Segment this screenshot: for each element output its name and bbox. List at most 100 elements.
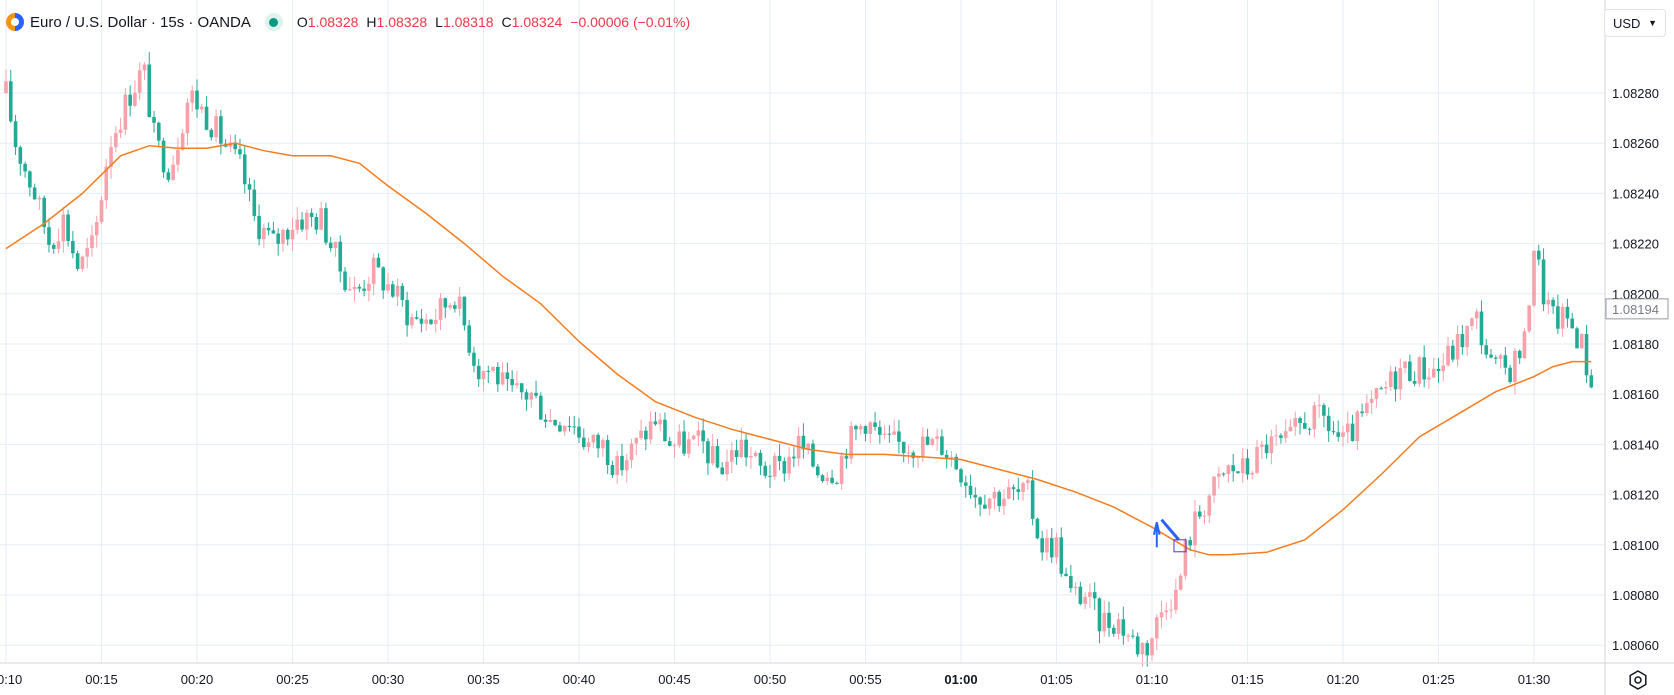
candle (1503, 347, 1508, 375)
candle (892, 419, 896, 436)
candle-body (1116, 619, 1121, 634)
candle-body (419, 318, 424, 324)
symbol-title[interactable]: Euro / U.S. Dollar · 15s · OANDA (30, 13, 251, 31)
candle (682, 420, 686, 457)
candle (333, 241, 338, 257)
candle-body (515, 383, 519, 386)
candle (510, 370, 514, 392)
candle (648, 411, 653, 444)
candle-body (1388, 371, 1393, 387)
candle-body (1183, 540, 1188, 576)
candle-body (1441, 365, 1446, 372)
candle (1336, 420, 1341, 442)
candle-body (1303, 423, 1307, 429)
settings-icon[interactable] (1626, 668, 1650, 692)
market-status-icon[interactable] (264, 13, 283, 31)
candle (1264, 434, 1269, 459)
candle-body (66, 214, 70, 241)
eurusd-symbol-icon[interactable] (6, 13, 24, 31)
candle-body (1379, 388, 1383, 390)
low-value: 1.08318 (442, 14, 494, 30)
candle (1455, 325, 1460, 367)
candle-body (667, 441, 672, 446)
candle-body (1551, 299, 1555, 307)
candle (983, 494, 987, 509)
candle-body (567, 425, 572, 427)
candle-body (815, 466, 820, 476)
candle-body (496, 367, 500, 385)
candle-body (362, 288, 366, 291)
candle (395, 278, 400, 306)
drawing-arrow-head (1152, 521, 1161, 535)
candle-body (1260, 444, 1264, 447)
candle (1088, 583, 1092, 608)
candle-body (1026, 480, 1030, 484)
candle (262, 223, 266, 248)
candle (1312, 401, 1317, 438)
candle (1016, 477, 1021, 500)
candle (1527, 304, 1532, 334)
candle (1002, 489, 1006, 516)
candle (467, 320, 471, 356)
candle (1460, 324, 1465, 355)
candle (734, 439, 739, 465)
candle (1121, 606, 1126, 645)
candle (1589, 369, 1594, 389)
currency-selector[interactable]: USD ▼ (1604, 9, 1666, 37)
candle (328, 236, 333, 252)
candle (873, 412, 877, 431)
candle-body (1212, 476, 1216, 496)
candle (1322, 403, 1326, 428)
candle (1575, 326, 1579, 349)
candle-body (648, 421, 653, 440)
candle (710, 433, 715, 466)
candle-body (381, 267, 386, 291)
candle (954, 453, 959, 471)
candle-body (858, 426, 863, 430)
y-tick-label: 1.08260 (1612, 136, 1659, 151)
candle-body (209, 129, 214, 138)
candle-body (1135, 636, 1140, 655)
candle-body (844, 455, 849, 459)
candle-body (238, 149, 242, 155)
candle-body (199, 106, 204, 110)
candle-body (1556, 306, 1560, 329)
candle (591, 434, 596, 449)
candle-body (830, 477, 834, 483)
candle-body (233, 142, 237, 150)
candle-body (1546, 299, 1551, 305)
candle (1202, 510, 1207, 525)
candle (1412, 371, 1417, 387)
candle (1388, 366, 1393, 391)
price-axis[interactable]: 1.08060 1.08080 1.08100 1.08120 1.08140 1.081… (1612, 86, 1659, 653)
candle-body (1236, 471, 1240, 474)
candle-body (586, 442, 591, 448)
candle (1030, 470, 1035, 526)
candle-body (658, 419, 662, 425)
candle-body (1345, 423, 1350, 433)
candle-body (324, 208, 328, 243)
drawing-marks[interactable] (1152, 518, 1187, 553)
candle-body (1589, 375, 1594, 388)
candle-body (1121, 619, 1126, 636)
candle-body (529, 392, 534, 400)
candle-body (577, 426, 581, 438)
time-axis[interactable]: 00:10 00:15 00:20 00:25 00:30 00:35 00:40 00:45… (0, 672, 1550, 687)
last-price-box (1605, 298, 1669, 320)
candle (878, 420, 882, 444)
candle-body (276, 233, 280, 244)
candle-body (1575, 328, 1579, 349)
candle (1183, 537, 1188, 580)
candle-body (1451, 345, 1455, 360)
candle (47, 218, 51, 253)
x-tick-label: 00:20 (181, 672, 214, 687)
candle-body (171, 164, 175, 180)
candle (820, 473, 825, 483)
candle (758, 449, 763, 476)
candle-body (758, 452, 763, 466)
candle (1451, 339, 1455, 363)
candle-body (371, 257, 376, 284)
candle (782, 457, 787, 482)
candle-body (1532, 250, 1536, 306)
